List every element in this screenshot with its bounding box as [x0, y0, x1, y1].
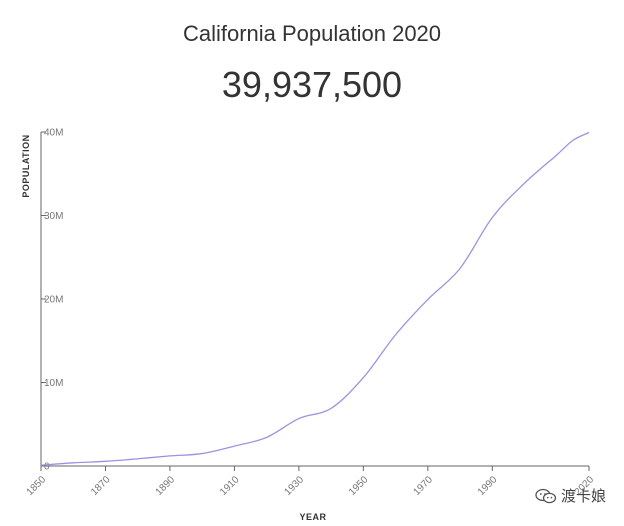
y-tick-label: 10M	[44, 378, 63, 389]
y-tick-label: 20M	[44, 295, 63, 306]
x-tick-label: 1970	[411, 474, 435, 498]
x-tick-label: 1990	[476, 474, 500, 498]
y-tick-label: 30M	[44, 211, 63, 222]
y-axis-title: POPULATION	[21, 134, 31, 197]
wechat-icon	[535, 488, 557, 503]
y-tick-label: 0	[44, 462, 50, 473]
watermark: 渡卡娘	[535, 485, 606, 506]
x-tick-label: 1890	[154, 474, 178, 498]
population-value: 39,937,500	[221, 64, 403, 105]
x-tick-label: 1950	[347, 474, 371, 498]
x-tick-label: 1910	[218, 474, 242, 498]
chart-title: California Population 2020	[182, 21, 442, 46]
plot-area	[40, 131, 590, 466]
x-tick-label: 1930	[282, 474, 306, 498]
population-series-line	[40, 131, 590, 466]
x-axis-title: YEAR	[299, 512, 326, 522]
x-tick-label: 1850	[25, 474, 49, 498]
chart-axes: 0 10M 20M 30M 40M 1850 1870 1890 1910 1930 1950 197…	[25, 128, 597, 498]
y-tick-label: 40M	[44, 128, 63, 139]
watermark-text: 渡卡娘	[560, 488, 606, 505]
x-tick-label: 1870	[89, 474, 113, 498]
